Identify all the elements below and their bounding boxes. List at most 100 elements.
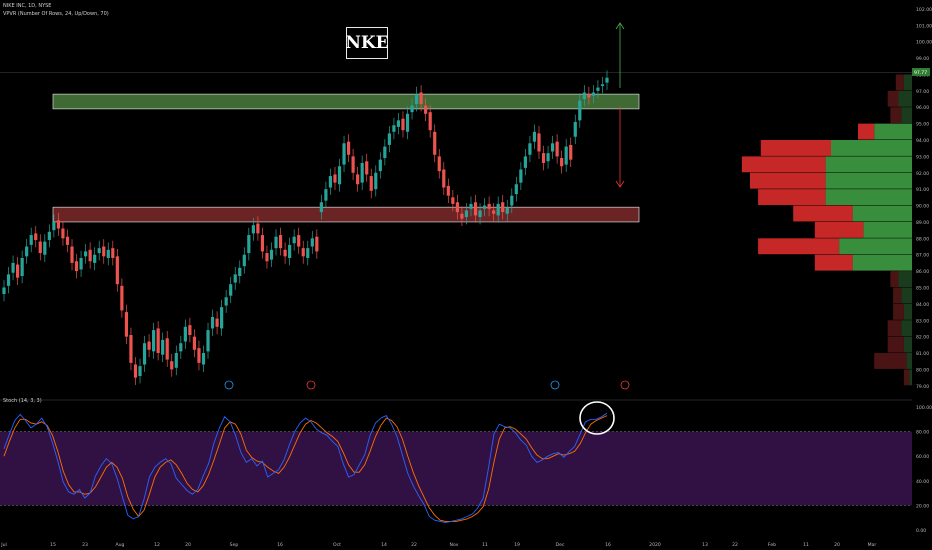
price-zones (52, 93, 640, 223)
candle-body (2, 287, 6, 295)
candle-body (93, 254, 97, 263)
candle-body (6, 274, 11, 286)
candle-body (106, 249, 110, 258)
candle-body (34, 233, 38, 240)
candle-body (378, 159, 382, 172)
candle-body (469, 203, 473, 209)
candle-body (120, 285, 124, 311)
candle-body (437, 156, 441, 172)
dividend-marker (550, 380, 560, 390)
candle-body (342, 143, 346, 165)
candle-body (564, 146, 568, 165)
candle-body (20, 257, 24, 277)
candle-body (183, 326, 187, 342)
candle-body (591, 92, 595, 96)
stoch-tick-label: 20.00 (916, 503, 929, 509)
price-tick-label: 89.00 (916, 220, 929, 226)
stoch-tick-label: 100.00 (916, 405, 932, 411)
vpvr-down-bar (814, 254, 853, 271)
candle-body (487, 203, 491, 209)
candle-body (224, 297, 228, 306)
time-tick-label: 20 (185, 542, 191, 548)
price-tick-label: 99.00 (916, 56, 929, 62)
candle-body (555, 141, 559, 157)
vpvr-up-bar (831, 140, 912, 156)
candle-body (38, 241, 42, 254)
time-tick-label: 16 (277, 542, 283, 548)
candle-body (478, 210, 482, 218)
candle-body (523, 156, 527, 168)
projection-arrows (615, 22, 625, 188)
time-tick-label: 19 (514, 542, 520, 548)
vpvr-down-bar (893, 287, 902, 304)
candle-body (605, 77, 609, 83)
candle-body (84, 251, 88, 257)
candle-body (550, 143, 555, 152)
earnings-marker (306, 380, 316, 390)
dividend-marker (224, 380, 234, 390)
candle-body (283, 249, 287, 257)
price-axis-bg (912, 0, 932, 550)
candle-body (52, 221, 56, 231)
candle-body (269, 249, 274, 260)
vpvr-down-bar (893, 303, 904, 320)
vpvr-down-bar (874, 353, 907, 369)
candle-body (124, 312, 129, 337)
vpvr-down-bar (887, 336, 904, 353)
time-tick-label: 11 (803, 542, 809, 548)
vpvr-up-bar (903, 336, 912, 353)
price-tick-label: 94.00 (916, 138, 929, 144)
vpvr-up-bar (898, 90, 912, 107)
candle-body (337, 166, 342, 185)
candle-body (251, 225, 255, 234)
stoch-tick-label: 0.00 (916, 528, 926, 534)
candle-body (310, 238, 314, 247)
candle-body (133, 364, 138, 378)
candle-body (260, 235, 265, 252)
price-tick-label: 86.00 (916, 269, 929, 275)
candle-body (111, 248, 115, 258)
price-tick-label: 93.00 (916, 154, 929, 160)
candle-body (65, 236, 70, 245)
candle-body (319, 202, 323, 213)
candle-body (152, 330, 156, 352)
candle-body (424, 105, 428, 114)
vpvr-up-bar (901, 287, 912, 304)
candle-body (170, 361, 174, 370)
candle-body (43, 241, 47, 255)
last-price-label: 97.77 (914, 70, 927, 76)
vpvr-up-bar (906, 353, 912, 369)
vpvr-down-bar (760, 140, 831, 156)
price-tick-label: 79.00 (916, 384, 929, 390)
candle-body (587, 94, 591, 98)
candle-body (442, 169, 446, 188)
vpvr-down-bar (887, 320, 902, 337)
candle-body (56, 220, 61, 229)
candle-body (179, 343, 183, 352)
time-tick-label: Jul (0, 542, 7, 548)
candle-body (165, 338, 169, 360)
candle-body (256, 223, 260, 234)
time-tick-label: 2020 (649, 542, 661, 548)
candle-body (365, 161, 369, 175)
vpvr-down-bar (758, 189, 826, 206)
highlight-circle (579, 401, 615, 435)
event-markers (224, 380, 630, 390)
stoch-k-line (3, 412, 608, 524)
price-tick-label: 96.00 (916, 105, 929, 111)
candle-body (265, 253, 269, 262)
candle-body (460, 213, 464, 219)
candle-body (129, 335, 133, 363)
candle-body (569, 144, 573, 160)
vpvr-up-bar (903, 303, 912, 320)
candle-body (383, 146, 387, 159)
candle-body (188, 325, 192, 336)
support-zone (52, 206, 640, 223)
candle-body (288, 244, 292, 258)
vpvr-up-bar (901, 107, 912, 124)
stoch-tick-label: 80.00 (916, 430, 929, 436)
price-tick-label: 100.00 (916, 40, 932, 46)
candle-body (573, 121, 577, 137)
candle-body (514, 184, 518, 195)
candle-body (70, 246, 74, 263)
